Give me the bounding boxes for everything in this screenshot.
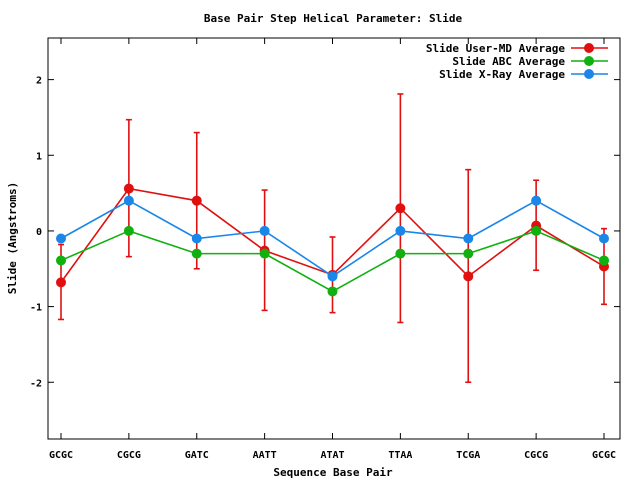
y-axis: -2 -1 0 1 2 (30, 76, 620, 389)
chart-title: Base Pair Step Helical Parameter: Slide (204, 12, 463, 25)
x-tick-label: CGCG (524, 450, 548, 461)
series-3 (56, 195, 609, 282)
data-point (463, 233, 474, 244)
data-point (327, 271, 338, 282)
series-layer (56, 93, 609, 384)
data-point (395, 203, 406, 214)
x-tick-label: ATAT (320, 450, 344, 461)
data-point (599, 255, 609, 266)
series-1 (56, 93, 609, 384)
data-point (191, 195, 202, 206)
data-point (123, 225, 134, 236)
x-tick-label: CGCG (117, 450, 141, 461)
data-point (395, 248, 406, 259)
legend-marker (584, 43, 594, 53)
data-point (463, 248, 474, 259)
legend-label: Slide ABC Average (452, 55, 565, 68)
data-point (191, 233, 202, 244)
data-point (259, 225, 270, 236)
x-tick-label: AATT (253, 450, 277, 461)
legend-label: Slide X-Ray Average (439, 68, 565, 81)
data-point (56, 233, 66, 244)
data-point (463, 271, 474, 282)
data-point (56, 277, 66, 288)
y-tick-label: 1 (36, 151, 42, 162)
x-tick-label: TTAA (388, 450, 412, 461)
y-tick-label: 2 (36, 76, 42, 87)
data-point (531, 225, 542, 236)
data-point (56, 255, 66, 266)
series-2 (56, 225, 609, 297)
legend-marker (584, 69, 594, 79)
x-axis: GCGC CGCG GATC AATT ATAT TTAA TCGA CGCG GCGC (49, 38, 616, 461)
y-tick-label: -1 (30, 303, 42, 314)
plot-area-border (47, 37, 621, 440)
x-tick-label: GCGC (49, 450, 73, 461)
y-tick-label: -2 (30, 378, 42, 389)
data-point (531, 195, 542, 206)
x-tick-label: GATC (185, 450, 209, 461)
x-axis-label: Sequence Base Pair (273, 466, 393, 479)
y-axis-label: Slide (Angstroms) (6, 182, 19, 295)
x-tick-label: TCGA (456, 450, 480, 461)
y-tick-label: 0 (36, 227, 42, 238)
data-point (395, 225, 406, 236)
x-tick-label: GCGC (592, 450, 616, 461)
data-point (599, 233, 609, 244)
data-point (123, 195, 134, 206)
legend-marker (584, 56, 594, 66)
data-point (191, 248, 202, 259)
data-point (123, 183, 134, 194)
legend-label: Slide User-MD Average (426, 42, 565, 55)
data-point (327, 286, 338, 297)
data-point (259, 248, 270, 259)
